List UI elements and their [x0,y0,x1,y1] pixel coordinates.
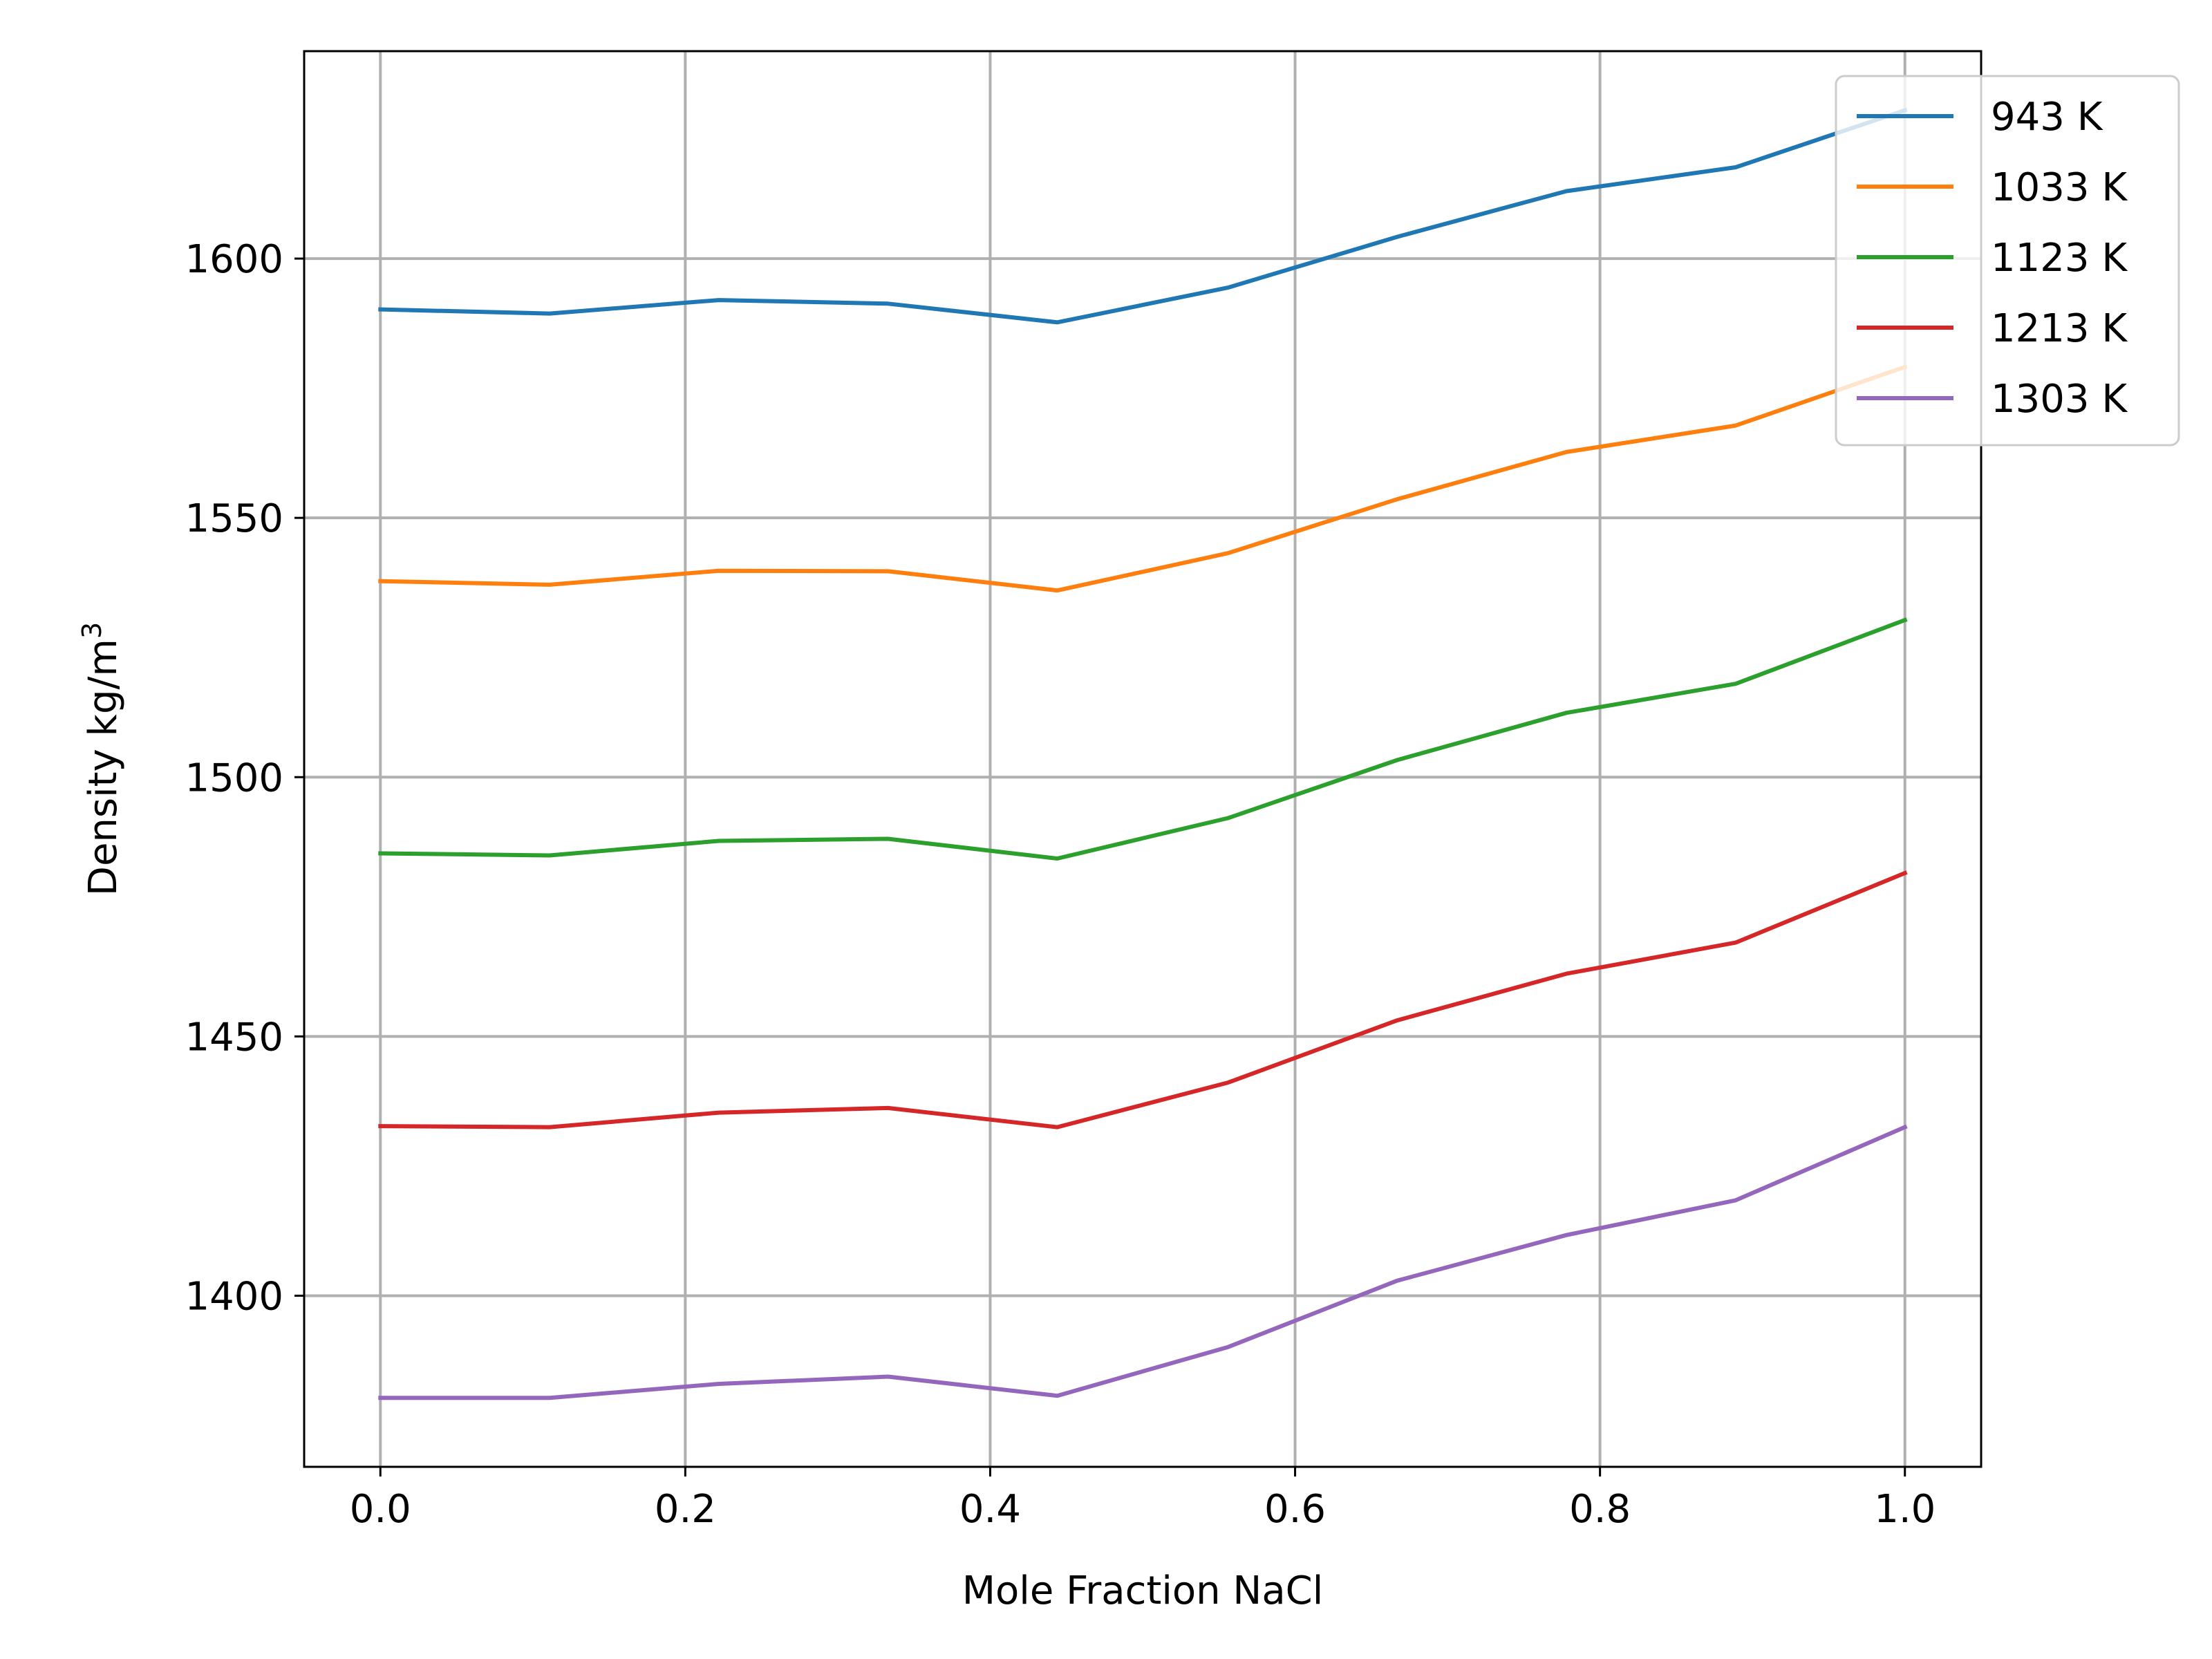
x-tick-label: 0.8 [1569,1487,1631,1532]
y-tick-label: 1600 [185,237,283,282]
x-tick-label: 0.6 [1264,1487,1326,1532]
series-line-3 [378,870,1908,1130]
x-tick-label: 0.2 [655,1487,716,1532]
x-axis-label: Mole Fraction NaCl [962,1568,1324,1613]
y-tick-label: 1550 [185,496,283,541]
legend-label-0: 943 K [1991,95,2103,140]
y-tick-label: 1500 [185,756,283,800]
legend-label-3: 1213 K [1991,306,2128,351]
series-line-2 [378,617,1908,861]
x-tick-label: 0.4 [959,1487,1021,1532]
grid [304,51,1981,1467]
series-line-1 [378,364,1908,593]
legend: 943 K 1033 K 1123 K 1213 K 1303 K [1835,75,2180,447]
y-axis-label-text: Density kg/m [81,639,126,896]
plot-area-background [304,51,1981,1467]
y-axis-label-superscript: 3 [77,622,107,639]
legend-box [1835,75,2180,447]
y-tick-label: 1400 [185,1274,283,1319]
series-line-4 [378,1124,1908,1400]
axis-ticks: 0.0 0.2 0.4 0.6 0.8 1.0 1400 1450 1500 1550 1600 [185,237,1936,1532]
plot-frame [303,50,1983,1468]
legend-label-2: 1123 K [1991,236,2128,281]
y-tick-label: 1450 [185,1015,283,1060]
legend-label-4: 1303 K [1991,377,2128,422]
legend-label-1: 1033 K [1991,165,2128,210]
series-lines [378,107,1908,1400]
x-tick-label: 1.0 [1874,1487,1936,1532]
series-line-0 [378,107,1908,325]
x-tick-label: 0.0 [350,1487,411,1532]
y-axis-label: Density kg/m3 [77,622,126,896]
